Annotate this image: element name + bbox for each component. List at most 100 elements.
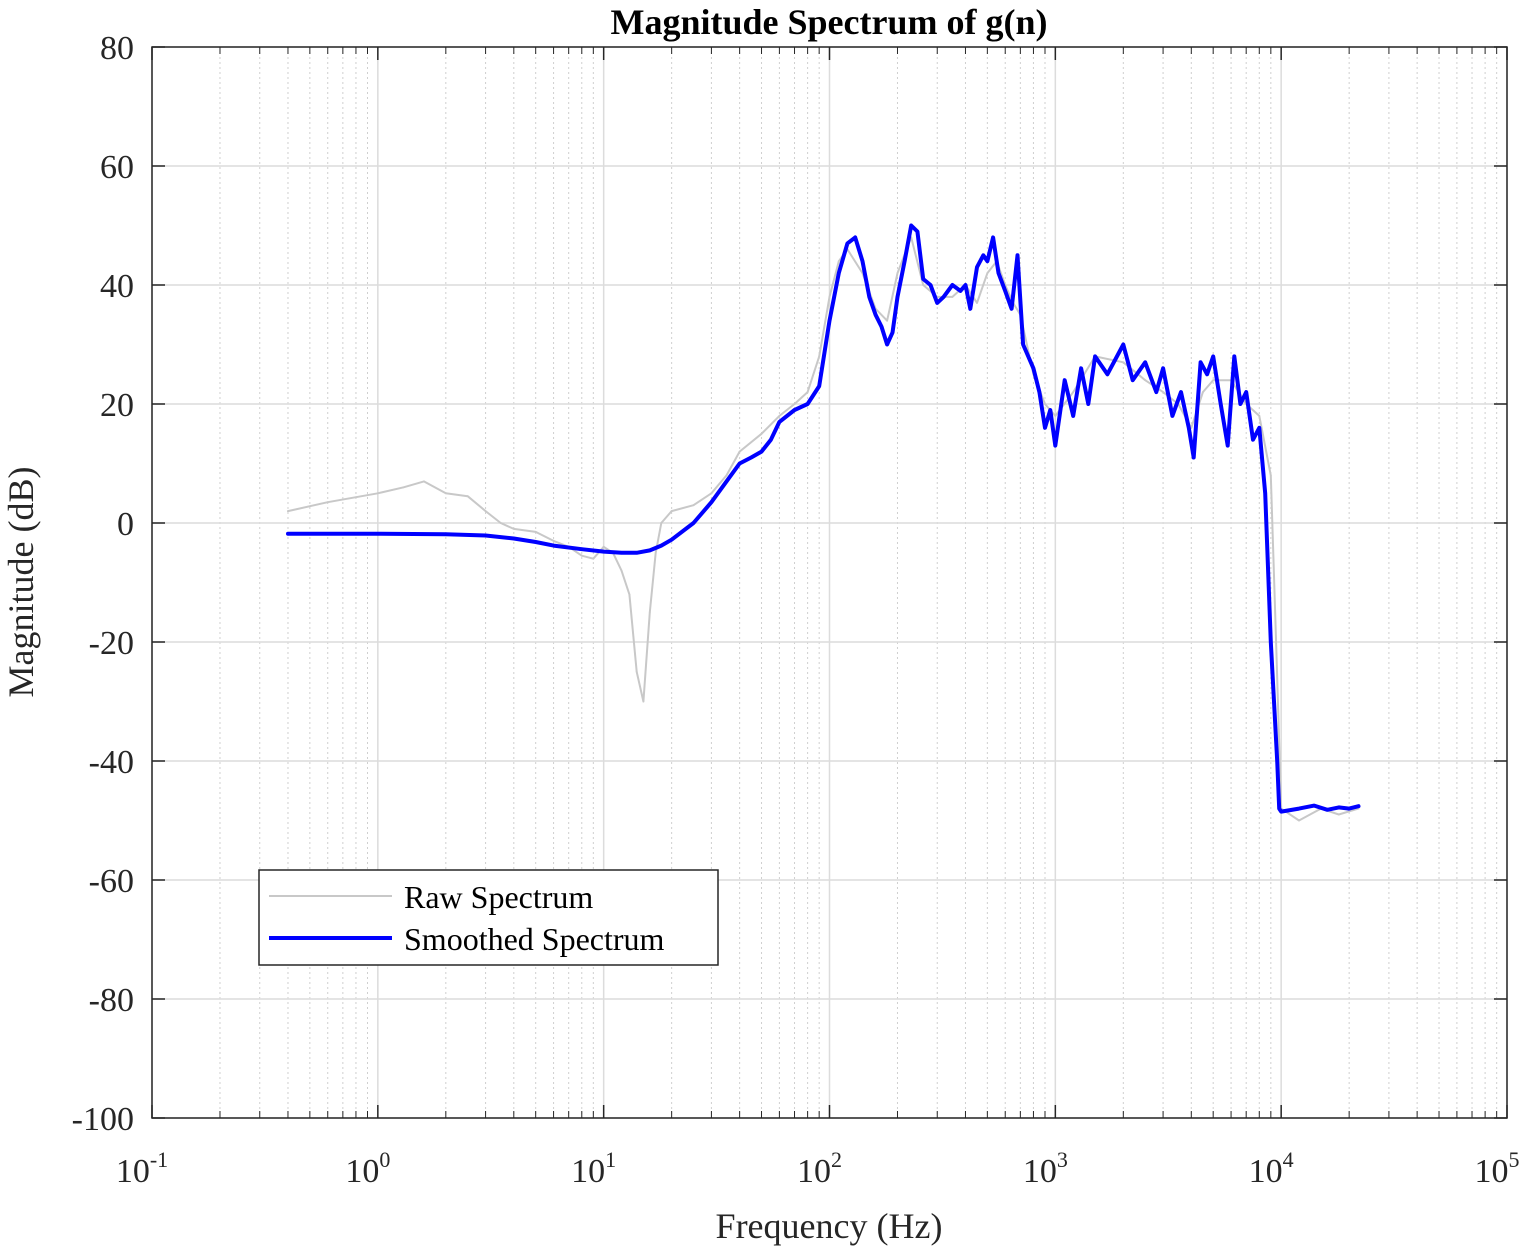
data-point-raw-spectrum — [1044, 403, 1046, 405]
y-tick-label: 80 — [100, 30, 134, 67]
data-point-smoothed-spectrum — [982, 254, 985, 257]
data-point-smoothed-spectrum — [1326, 808, 1329, 811]
x-tick-label: 101 — [571, 1147, 616, 1190]
data-point-smoothed-spectrum — [660, 544, 663, 547]
data-point-raw-spectrum — [552, 540, 555, 542]
data-point-smoothed-spectrum — [1106, 373, 1109, 376]
data-point-smoothed-spectrum — [936, 302, 939, 304]
data-point-smoothed-spectrum — [929, 284, 932, 286]
data-point-smoothed-spectrum — [1219, 403, 1222, 405]
data-point-smoothed-spectrum — [1038, 391, 1041, 393]
data-point-raw-spectrum — [642, 700, 645, 703]
data-point-smoothed-spectrum — [1072, 415, 1075, 417]
y-tick-label: -60 — [89, 863, 134, 900]
x-tick-label: 102 — [797, 1147, 842, 1190]
data-point-raw-spectrum — [725, 474, 728, 477]
data-point-smoothed-spectrum — [1063, 379, 1066, 382]
data-point-smoothed-spectrum — [806, 403, 809, 405]
data-point-smoothed-spectrum — [997, 272, 1000, 274]
data-point-raw-spectrum — [1162, 391, 1164, 393]
data-point-smoothed-spectrum — [1212, 355, 1215, 358]
data-point-smoothed-spectrum — [1022, 343, 1024, 346]
data-point-smoothed-spectrum — [818, 385, 821, 387]
x-axis-label: Frequency (Hz) — [716, 1206, 943, 1246]
data-point-smoothed-spectrum — [376, 532, 379, 535]
data-point-smoothed-spectrum — [444, 533, 447, 536]
data-point-smoothed-spectrum — [976, 266, 978, 269]
data-point-smoothed-spectrum — [986, 260, 989, 263]
data-point-smoothed-spectrum — [910, 224, 913, 227]
data-point-raw-spectrum — [602, 545, 605, 548]
data-point-smoothed-spectrum — [1010, 307, 1013, 310]
data-point-smoothed-spectrum — [1348, 807, 1350, 810]
data-point-smoothed-spectrum — [1144, 361, 1147, 364]
data-point-smoothed-spectrum — [710, 501, 713, 504]
y-tick-label: -100 — [72, 1101, 134, 1138]
data-point-raw-spectrum — [1258, 415, 1261, 417]
data-point-smoothed-spectrum — [916, 230, 919, 233]
data-point-smoothed-spectrum — [770, 438, 772, 441]
data-point-smoothed-spectrum — [1337, 806, 1340, 809]
y-tick-label: 60 — [100, 149, 134, 186]
data-point-smoothed-spectrum — [648, 549, 651, 552]
data-point-raw-spectrum — [837, 260, 840, 263]
data-point-smoothed-spectrum — [922, 278, 925, 280]
y-tick-label: 20 — [100, 387, 134, 424]
data-point-smoothed-spectrum — [896, 296, 899, 298]
legend-box — [258, 869, 719, 966]
data-point-smoothed-spectrum — [861, 260, 864, 263]
data-point-smoothed-spectrum — [602, 550, 605, 553]
data-point-smoothed-spectrum — [760, 450, 763, 453]
data-point-smoothed-spectrum — [670, 538, 673, 541]
data-point-smoothed-spectrum — [1192, 456, 1195, 459]
data-point-smoothed-spectrum — [1171, 415, 1174, 417]
data-point-raw-spectrum — [423, 480, 425, 483]
data-point-smoothed-spectrum — [1264, 492, 1267, 495]
data-point-raw-spectrum — [648, 611, 651, 614]
data-point-raw-spectrum — [444, 492, 447, 495]
data-point-raw-spectrum — [592, 557, 595, 560]
data-point-smoothed-spectrum — [552, 544, 555, 547]
chart-title: Magnitude Spectrum of g(n) — [611, 2, 1048, 42]
data-point-smoothed-spectrum — [738, 462, 741, 465]
data-point-raw-spectrum — [628, 593, 631, 596]
data-point-smoothed-spectrum — [1162, 367, 1164, 370]
data-point-raw-spectrum — [710, 492, 713, 495]
data-point-smoothed-spectrum — [1273, 700, 1275, 703]
data-point-raw-spectrum — [670, 510, 673, 512]
data-point-raw-spectrum — [1054, 415, 1057, 417]
y-tick-label: -20 — [89, 625, 134, 662]
y-tick-label: 40 — [100, 268, 134, 305]
data-point-raw-spectrum — [778, 415, 781, 417]
data-point-smoothed-spectrum — [1280, 810, 1283, 813]
data-point-raw-spectrum — [635, 670, 638, 673]
data-point-raw-spectrum — [1072, 391, 1075, 393]
y-tick-label: -80 — [89, 982, 134, 1019]
data-point-smoothed-spectrum — [326, 532, 329, 535]
data-point-smoothed-spectrum — [725, 480, 728, 483]
data-point-raw-spectrum — [534, 531, 537, 533]
y-axis-label: Magnitude (dB) — [1, 467, 41, 698]
data-point-smoothed-spectrum — [1245, 391, 1248, 393]
x-tick-label: 104 — [1249, 1147, 1294, 1190]
data-point-raw-spectrum — [1212, 379, 1215, 382]
data-point-smoothed-spectrum — [1276, 760, 1279, 762]
data-point-smoothed-spectrum — [1199, 361, 1202, 364]
data-point-raw-spectrum — [512, 528, 515, 530]
data-point-smoothed-spectrum — [1233, 355, 1236, 358]
data-point-smoothed-spectrum — [750, 456, 753, 459]
data-point-smoothed-spectrum — [1252, 438, 1254, 441]
data-point-smoothed-spectrum — [1122, 343, 1125, 346]
data-point-smoothed-spectrum — [1080, 367, 1082, 370]
x-tick-label: 103 — [1023, 1147, 1068, 1190]
data-point-raw-spectrum — [828, 296, 831, 298]
data-point-smoothed-spectrum — [942, 296, 945, 298]
data-point-smoothed-spectrum — [846, 242, 849, 245]
data-point-smoothed-spectrum — [1258, 426, 1261, 429]
data-point-smoothed-spectrum — [854, 236, 857, 239]
data-point-raw-spectrum — [818, 355, 821, 358]
data-point-smoothed-spectrum — [903, 260, 906, 263]
data-point-raw-spectrum — [692, 504, 695, 507]
